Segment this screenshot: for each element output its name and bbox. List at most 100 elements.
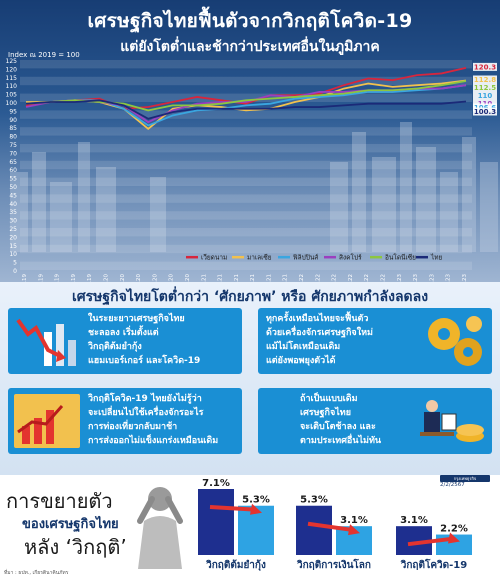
y-tick-label: 60 [9, 167, 17, 174]
grid-band [20, 244, 472, 254]
x-tick-label: ก.ย.19 [71, 274, 77, 282]
x-tick-label: ม.ค.21 [201, 274, 207, 282]
y-tick-label: 10 [9, 251, 17, 258]
x-tick-label: ก.ย.20 [169, 274, 175, 282]
grid-band [20, 93, 472, 102]
bar-value-label: 5.3% [300, 495, 328, 506]
businessman-coins-icon [420, 400, 484, 442]
rising-arrow-chart-icon [14, 394, 80, 448]
grid-band [20, 261, 472, 270]
x-tick-label: ม.ค.20 [103, 274, 109, 282]
y-tick-label: 15 [9, 243, 17, 250]
card-text: ทุกครั้งเหมือนไทยจะฟื้นตัว ด้วยเครื่องจัก… [266, 314, 373, 366]
decline-arrow-head [348, 524, 360, 536]
bottom-title-line2: ของเศรษฐกิจไทย [22, 517, 119, 532]
y-tick-label: 105 [6, 92, 18, 99]
bar-category-label: วิกฤติต้มยำกุ้ง [206, 559, 266, 571]
end-label-box [473, 91, 497, 100]
bottom-title-line1: การขยายตัว [6, 489, 113, 513]
end-label-box [473, 107, 497, 116]
decline-arrow [407, 536, 455, 547]
bar-value-label: 3.1% [400, 515, 428, 526]
y-tick-label: 115 [6, 75, 18, 82]
bar-value-label: 7.1% [202, 478, 230, 489]
y-tick-label: 95 [9, 108, 17, 115]
y-tick-label: 90 [9, 117, 17, 124]
main-title: เศรษฐกิจไทยฟื้นตัวจากวิกฤติโควิด-19 [87, 10, 413, 32]
decline-arrow-head [448, 532, 460, 544]
x-tick-label: มี.ค.21 [217, 274, 224, 282]
y-tick-label: 110 [6, 83, 18, 90]
x-tick-label: ก.ค.21 [250, 274, 256, 282]
x-tick-label: พ.ค.19 [38, 274, 44, 282]
end-label: 120.3 [474, 63, 496, 71]
crisis-growth-section: การขยายตัว ของเศรษฐกิจไทย หลัง ‘วิกฤติ’ … [0, 475, 500, 579]
grid-band [20, 211, 472, 220]
grid-band [20, 177, 472, 186]
end-label-box [473, 62, 497, 71]
bar [238, 505, 274, 555]
end-label: 110 [478, 92, 493, 100]
y-tick-label: 5 [13, 260, 17, 267]
bar-value-label: 5.3% [242, 495, 270, 506]
x-tick-label: พ.ค.20 [136, 274, 142, 282]
y-tick-label: 125 [6, 58, 18, 65]
legend-label: ฟิลิปปินส์ [293, 254, 318, 262]
legend-label: สิงคโปร์ [339, 254, 362, 262]
y-tick-label: 70 [9, 150, 17, 157]
y-tick-label: 120 [6, 66, 18, 73]
y-tick-label: 20 [9, 234, 17, 241]
y-tick-label: 50 [9, 184, 17, 191]
x-tick-label: มี.ค.20 [119, 274, 126, 282]
bar [198, 489, 234, 555]
bar-category-label: วิกฤติการเงินโลก [297, 558, 371, 571]
line-chart: 1251201151101051009590858075706560555045… [6, 58, 497, 282]
y-tick-label: 75 [9, 142, 17, 149]
x-tick-label: พ.ค.23 [429, 274, 435, 282]
bottom-title-line3: หลัง ‘วิกฤติ’ [24, 535, 127, 559]
x-tick-label: มี.ค.19 [21, 274, 28, 282]
y-tick-label: 30 [9, 218, 17, 225]
decline-arrow [209, 505, 257, 512]
end-label-box [473, 83, 497, 92]
bar [296, 505, 332, 555]
x-tick-label: พ.ย.21 [283, 274, 289, 282]
grid-band [20, 60, 472, 69]
y-tick-label: 45 [9, 192, 17, 199]
x-tick-label: ก.ค.19 [55, 274, 61, 282]
bar-chart: 7.1% 5.3% วิกฤติต้มยำกุ้ง 5.3% 3.1% วิกฤติการ… [198, 478, 472, 571]
series-line [25, 67, 467, 110]
x-tick-label: ม.ค.23 [397, 274, 403, 282]
card-text: ในระยะยาวเศรษฐกิจไทย ชะลอลง เริ่มตั้งแต่ … [88, 314, 201, 366]
series-line [25, 99, 467, 120]
index-note: Index ณ 2019 = 100 [8, 51, 80, 59]
x-tick-label: ก.ค.22 [348, 274, 354, 282]
legend-label: ไทย [430, 254, 443, 262]
end-label: 112.8 [474, 76, 496, 84]
x-tick-label: พ.ย.20 [185, 273, 191, 282]
x-tick-label: พ.ย.19 [87, 273, 93, 282]
potential-section: เศรษฐกิจไทยโตต่ำกว่า ‘ศักยภาพ’ หรือ ศักย… [0, 282, 500, 475]
y-tick-label: 25 [9, 226, 17, 233]
y-tick-label: 85 [9, 125, 17, 132]
x-tick-label: ก.ย.23 [462, 274, 468, 282]
decline-arrow [307, 521, 355, 533]
x-tick-label: มี.ค.23 [412, 274, 419, 282]
publish-date: 2/2/2567 [440, 482, 465, 488]
sub-title: แต่ยังโตต่ำและช้ากว่าประเทศอื่นในภูมิภาค [120, 39, 380, 55]
legend-label: อินโดนีเซีย [385, 254, 416, 262]
x-tick-label: ม.ค.22 [299, 274, 305, 282]
info-card-long-term: ในระยะยาวเศรษฐกิจไทย ชะลอลง เริ่มตั้งแต่ … [8, 308, 242, 374]
growth-chart-section: เศรษฐกิจไทยฟื้นตัวจากวิกฤติโควิด-19 แต่ย… [0, 0, 500, 282]
y-tick-label: 80 [9, 134, 17, 141]
stressed-man-illustration [137, 487, 183, 569]
y-tick-label: 100 [6, 100, 18, 107]
city-skyline-illustration [10, 122, 498, 252]
section-title: เศรษฐกิจไทยโตต่ำกว่า ‘ศักยภาพ’ หรือ ศักย… [71, 289, 429, 305]
x-tick-label: ก.ย.21 [266, 274, 272, 282]
falling-arrow-chart-icon [16, 318, 76, 366]
series-line [25, 84, 467, 127]
info-card-future: ถ้าเป็นแบบเดิม เศรษฐกิจไทย จะเติบโตช้าลง … [258, 388, 492, 454]
grid-band [20, 144, 472, 153]
y-tick-label: 40 [9, 201, 17, 208]
